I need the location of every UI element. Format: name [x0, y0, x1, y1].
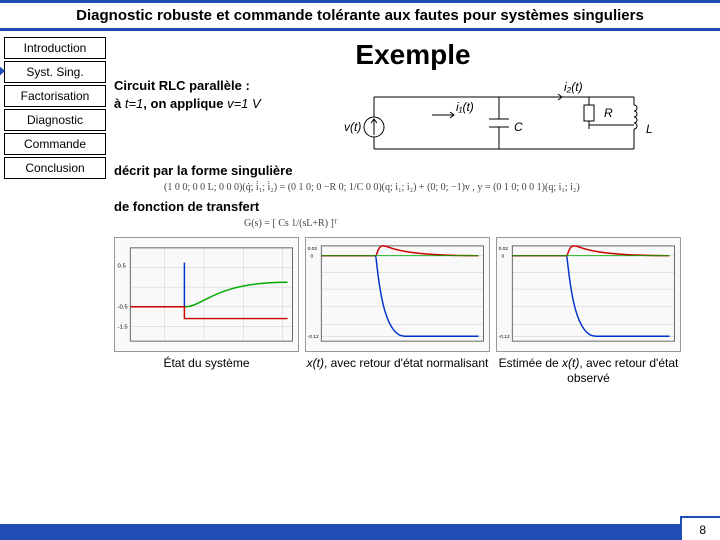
text-transfer-function: de fonction de transfert: [114, 199, 712, 214]
sidebar: Introduction Syst. Sing. Factorisation D…: [0, 31, 110, 521]
svg-text:C: C: [514, 120, 523, 134]
svg-text:L: L: [646, 122, 653, 136]
main-layout: Introduction Syst. Sing. Factorisation D…: [0, 31, 720, 521]
text-singular-form: décrit par la forme singulière: [114, 163, 712, 178]
svg-text:-0.12: -0.12: [308, 334, 319, 340]
footer-bar: [0, 524, 720, 540]
label-v: v(t): [344, 120, 361, 134]
circuit-diagram: v(t) i₁(t) C i₂(: [314, 77, 712, 157]
svg-text:R: R: [604, 106, 613, 120]
nav-introduction[interactable]: Introduction: [4, 37, 106, 59]
svg-text:0.5: 0.5: [118, 263, 127, 269]
nav-diagnostic[interactable]: Diagnostic: [4, 109, 106, 131]
page-number: 8: [699, 523, 706, 537]
caption-1: État du système: [114, 356, 299, 386]
matrix-equation: (1 0 0; 0 0 L; 0 0 0)(q̇; i̇₁; i̇₂) = (0…: [164, 182, 712, 193]
content-area: Exemple Circuit RLC parallèle : à t=1, o…: [110, 31, 720, 521]
slide-title: Exemple: [114, 39, 712, 71]
tf-equation: G(s) = [ Cs 1/(sL+R) ]ᵀ: [244, 218, 712, 229]
plot-2: 0.02 0 -0.12: [305, 237, 490, 352]
svg-text:0: 0: [311, 254, 314, 260]
svg-text:-1.5: -1.5: [118, 324, 129, 330]
captions-row: État du système x(t), avec retour d'état…: [114, 356, 712, 386]
nav-syst-sing[interactable]: Syst. Sing.: [4, 61, 106, 83]
nav-factorisation[interactable]: Factorisation: [4, 85, 106, 107]
page-title: Diagnostic robuste et commande tolérante…: [0, 0, 720, 31]
svg-text:-0.12: -0.12: [499, 334, 510, 340]
svg-text:0.02: 0.02: [308, 246, 318, 252]
nav-commande[interactable]: Commande: [4, 133, 106, 155]
plot-1: 0.5 -0.5 -1.5: [114, 237, 299, 352]
plot-3: 0.02 0 -0.12: [496, 237, 681, 352]
svg-text:i₁(t): i₁(t): [456, 100, 474, 114]
caption-2: x(t), avec retour d'état normalisant: [305, 356, 490, 386]
caption-3: Estimée de x(t), avec retour d'état obse…: [496, 356, 681, 386]
svg-text:i₂(t): i₂(t): [564, 80, 583, 94]
circuit-description: Circuit RLC parallèle : à t=1, on appliq…: [114, 77, 314, 113]
nav-conclusion[interactable]: Conclusion: [4, 157, 106, 179]
svg-text:-0.5: -0.5: [118, 305, 129, 311]
svg-text:0: 0: [502, 254, 505, 260]
plots-row: 0.5 -0.5 -1.5 0.02 0: [114, 237, 712, 352]
circuit-row: Circuit RLC parallèle : à t=1, on appliq…: [114, 77, 712, 157]
svg-text:0.02: 0.02: [499, 246, 509, 252]
